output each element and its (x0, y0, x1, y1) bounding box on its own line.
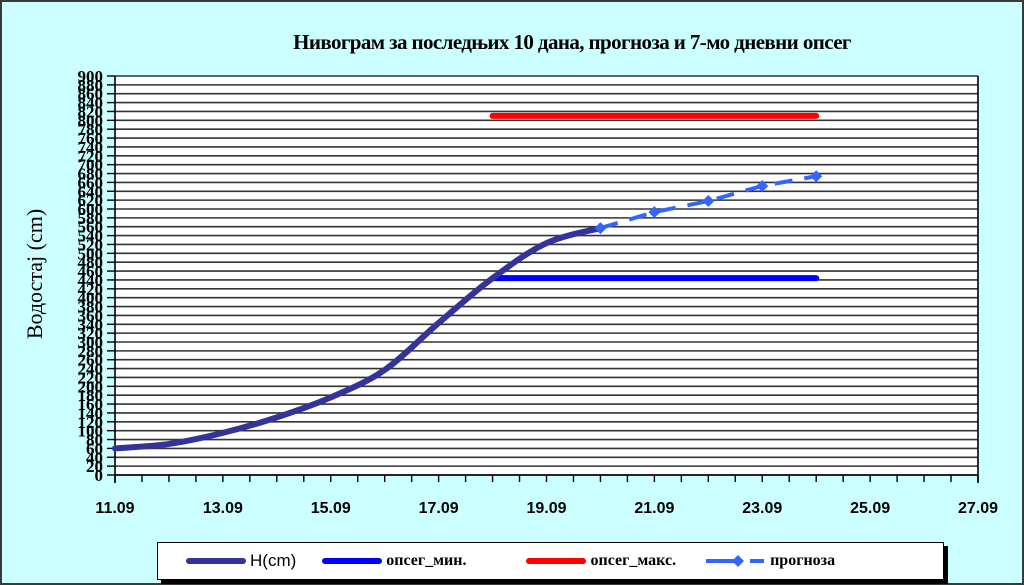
data-series (112, 112, 823, 452)
svg-text:20: 20 (86, 457, 103, 476)
svg-text:360: 360 (78, 306, 104, 325)
legend-item-min: опсег_мин. (322, 552, 466, 570)
svg-text:580: 580 (78, 209, 104, 228)
svg-text:100: 100 (78, 422, 104, 441)
svg-text:680: 680 (78, 165, 104, 184)
svg-text:15.09: 15.09 (311, 500, 351, 517)
legend-label: прогноза (770, 552, 836, 569)
svg-text:17.09: 17.09 (419, 500, 459, 517)
svg-text:700: 700 (78, 156, 104, 175)
svg-text:0: 0 (95, 466, 104, 485)
svg-text:420: 420 (78, 280, 104, 299)
legend-label: опсег_макс. (590, 552, 677, 569)
svg-text:27.09: 27.09 (958, 500, 998, 517)
diamond-marker-icon (732, 555, 745, 567)
svg-text:80: 80 (86, 431, 103, 450)
svg-text:40: 40 (86, 448, 103, 467)
diamond-marker-icon (594, 222, 607, 235)
svg-text:800: 800 (78, 111, 104, 130)
svg-text:19.09: 19.09 (526, 500, 566, 517)
diamond-marker-icon (756, 179, 769, 192)
svg-text:780: 780 (78, 120, 104, 139)
svg-text:740: 740 (78, 138, 104, 157)
svg-text:240: 240 (78, 360, 104, 379)
svg-text:220: 220 (78, 368, 104, 387)
svg-text:60: 60 (86, 439, 103, 458)
diamond-marker-icon (702, 195, 715, 208)
svg-text:880: 880 (78, 76, 104, 95)
svg-text:120: 120 (78, 413, 104, 432)
legend-item-h: H(cm) (186, 551, 296, 571)
chart-title: Нивограм за последњих 10 дана, прогноза … (293, 30, 851, 54)
svg-text:560: 560 (78, 218, 104, 237)
svg-text:260: 260 (78, 351, 104, 370)
svg-text:320: 320 (78, 324, 104, 343)
legend-swatch-min (322, 558, 383, 564)
svg-text:23.09: 23.09 (742, 500, 782, 517)
svg-text:500: 500 (78, 244, 104, 263)
series-line-0 (112, 225, 604, 452)
svg-text:900: 900 (78, 67, 104, 86)
svg-text:300: 300 (78, 333, 104, 352)
svg-text:480: 480 (78, 253, 104, 272)
svg-text:25.09: 25.09 (850, 500, 890, 517)
svg-text:340: 340 (78, 315, 104, 334)
legend-label: H(cm) (250, 551, 297, 570)
svg-text:540: 540 (78, 227, 104, 246)
svg-text:640: 640 (78, 182, 104, 201)
legend: H(cm) опсег_мин. опсег_макс. прогноза (157, 542, 944, 580)
svg-text:160: 160 (78, 395, 104, 414)
legend-item-max: опсег_макс. (526, 552, 676, 570)
legend-item-forecast: прогноза (704, 552, 835, 570)
svg-text:140: 140 (78, 404, 104, 423)
svg-text:13.09: 13.09 (203, 500, 243, 517)
x-axis-ticks: 11.09 13.09 15.09 17.09 19.09 21.09 23.09 25.09… (95, 475, 998, 517)
diamond-marker-icon (810, 170, 823, 183)
svg-text:820: 820 (78, 102, 104, 121)
svg-text:760: 760 (78, 129, 104, 148)
diamond-marker-icon (648, 206, 661, 219)
y-axis-ticks: 0204060801001201401601802002202402602803… (78, 67, 115, 485)
legend-swatch-max (526, 558, 587, 564)
svg-text:660: 660 (78, 173, 104, 192)
svg-text:180: 180 (78, 386, 104, 405)
svg-text:440: 440 (78, 271, 104, 290)
grid-lines (115, 75, 978, 476)
svg-text:620: 620 (78, 191, 104, 210)
svg-text:200: 200 (78, 377, 104, 396)
svg-text:460: 460 (78, 262, 104, 281)
series-line-3 (599, 174, 817, 230)
svg-text:840: 840 (78, 94, 104, 113)
svg-text:520: 520 (78, 235, 104, 254)
svg-text:11.09: 11.09 (95, 500, 134, 517)
svg-text:860: 860 (78, 85, 104, 104)
svg-text:400: 400 (78, 289, 104, 308)
svg-text:280: 280 (78, 342, 104, 361)
svg-text:21.09: 21.09 (634, 500, 674, 517)
legend-swatch-h (186, 558, 246, 564)
svg-text:720: 720 (78, 147, 104, 166)
legend-label: опсег_мин. (386, 552, 467, 569)
svg-text:380: 380 (78, 298, 104, 317)
legend-swatch-forecast (706, 555, 765, 567)
svg-text:600: 600 (78, 200, 104, 219)
